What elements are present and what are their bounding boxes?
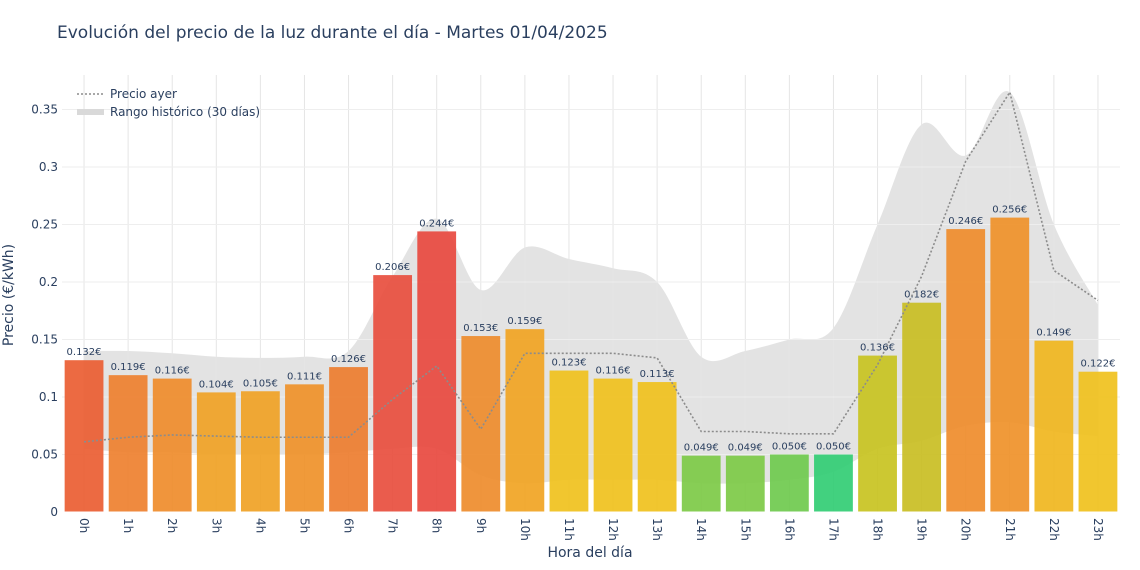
x-tick-label: 14h — [694, 518, 708, 541]
bar-19h — [902, 302, 942, 512]
bar-label-22h: 0.149€ — [1036, 328, 1071, 339]
y-tick-label: 0.1 — [39, 390, 58, 404]
x-axis-title: Hora del día — [547, 545, 632, 561]
bar-label-7h: 0.206€ — [375, 262, 410, 273]
x-tick-label: 2h — [165, 518, 179, 533]
bar-5h — [285, 384, 324, 512]
bar-15h — [725, 455, 765, 512]
x-tick-label: 17h — [826, 518, 840, 541]
bar-11h — [549, 370, 589, 512]
bar-label-3h: 0.104€ — [199, 379, 234, 390]
bar-label-4h: 0.105€ — [243, 378, 278, 389]
bar-16h — [769, 454, 809, 512]
x-tick-label: 15h — [738, 518, 752, 541]
bar-10h — [505, 329, 545, 512]
bar-7h — [373, 275, 413, 512]
legend: Precio ayer Rango histórico (30 días) — [77, 87, 260, 119]
legend-range-label: Rango histórico (30 días) — [110, 105, 260, 119]
bar-6h — [329, 367, 368, 512]
bar-label-17h: 0.050€ — [816, 442, 851, 453]
bar-14h — [681, 455, 721, 512]
bar-4h — [240, 391, 280, 512]
legend-range-swatch — [77, 109, 104, 115]
x-tick-label: 5h — [297, 518, 311, 533]
x-tick-label: 22h — [1047, 518, 1061, 541]
bar-label-19h: 0.182€ — [904, 290, 939, 301]
bar-label-5h: 0.111€ — [287, 371, 322, 382]
bar-label-18h: 0.136€ — [860, 343, 895, 354]
y-tick-label: 0.35 — [31, 103, 58, 117]
bar-17h — [814, 454, 853, 512]
x-tick-label: 4h — [253, 518, 267, 533]
bar-label-15h: 0.049€ — [728, 443, 763, 454]
y-tick-label: 0.25 — [31, 218, 58, 232]
yesterday-price-line — [83, 90, 1099, 443]
x-tick-label: 12h — [606, 518, 620, 541]
bar-20h — [946, 229, 986, 512]
chart-title: Evolución del precio de la luz durante e… — [57, 23, 608, 43]
x-tick-label: 8h — [430, 518, 444, 533]
bar-labels-layer: 0.132€ 0.119€ 0.116€ 0.104€ 0.105€ 0.111€ 0.12… — [67, 205, 1116, 454]
historic-range-band — [84, 90, 1098, 484]
x-tick-label: 6h — [342, 518, 356, 533]
bar-label-1h: 0.119€ — [111, 362, 146, 373]
bar-label-21h: 0.256€ — [992, 205, 1027, 216]
bar-8h — [417, 231, 457, 512]
x-tick-label: 0h — [77, 518, 91, 533]
bar-18h — [858, 355, 897, 512]
bar-label-14h: 0.049€ — [684, 443, 719, 454]
y-tick-label: 0.05 — [31, 448, 58, 462]
x-tick-label: 23h — [1091, 518, 1105, 541]
bar-23h — [1078, 371, 1118, 512]
bar-label-11h: 0.123€ — [551, 358, 586, 369]
bar-label-23h: 0.122€ — [1080, 359, 1115, 370]
bar-13h — [637, 382, 677, 512]
bar-label-8h: 0.244€ — [419, 218, 454, 229]
x-tick-label: 9h — [474, 518, 488, 533]
y-tick-label: 0 — [50, 505, 58, 519]
bar-label-10h: 0.159€ — [507, 316, 542, 327]
y-tick-label: 0.3 — [39, 160, 58, 174]
y-tick-label: 0.15 — [31, 333, 58, 347]
x-tick-label: 3h — [209, 518, 223, 533]
x-tick-label: 11h — [562, 518, 576, 541]
bar-3h — [196, 392, 236, 512]
y-tick-label: 0.2 — [39, 275, 58, 289]
bar-label-0h: 0.132€ — [67, 347, 102, 358]
yesterday-line-layer — [83, 90, 1099, 443]
bar-22h — [1034, 340, 1074, 512]
bar-12h — [593, 378, 633, 512]
x-tick-label: 20h — [959, 518, 973, 541]
x-tick-label: 18h — [871, 518, 885, 541]
bar-0h — [64, 360, 104, 512]
x-tick-label: 16h — [782, 518, 796, 541]
bar-label-2h: 0.116€ — [155, 366, 190, 377]
historic-range-layer — [84, 90, 1098, 484]
x-tick-label: 21h — [1003, 518, 1017, 541]
bar-label-12h: 0.116€ — [596, 366, 631, 377]
y-axis-title: Precio (€/kWh) — [1, 244, 17, 346]
x-tick-label: 13h — [650, 518, 664, 541]
bars-layer — [64, 217, 1118, 512]
bar-1h — [108, 375, 148, 512]
legend-yesterday-label: Precio ayer — [110, 87, 177, 101]
bar-label-9h: 0.153€ — [463, 323, 498, 334]
x-tick-label: 7h — [386, 518, 400, 533]
bar-label-16h: 0.050€ — [772, 442, 807, 453]
bar-label-13h: 0.113€ — [640, 369, 675, 380]
axes-layer: 0 0.05 0.1 0.15 0.2 0.25 0.3 0.35 0h 1h 2h 3h 4h 5h 6h… — [31, 103, 1120, 541]
bar-label-6h: 0.126€ — [331, 354, 366, 365]
bar-21h — [990, 217, 1030, 512]
bar-2h — [152, 378, 192, 512]
bar-9h — [461, 336, 501, 512]
x-tick-label: 10h — [518, 518, 532, 541]
bar-label-20h: 0.246€ — [948, 216, 983, 227]
x-tick-label: 19h — [915, 518, 929, 541]
x-tick-label: 1h — [121, 518, 135, 533]
